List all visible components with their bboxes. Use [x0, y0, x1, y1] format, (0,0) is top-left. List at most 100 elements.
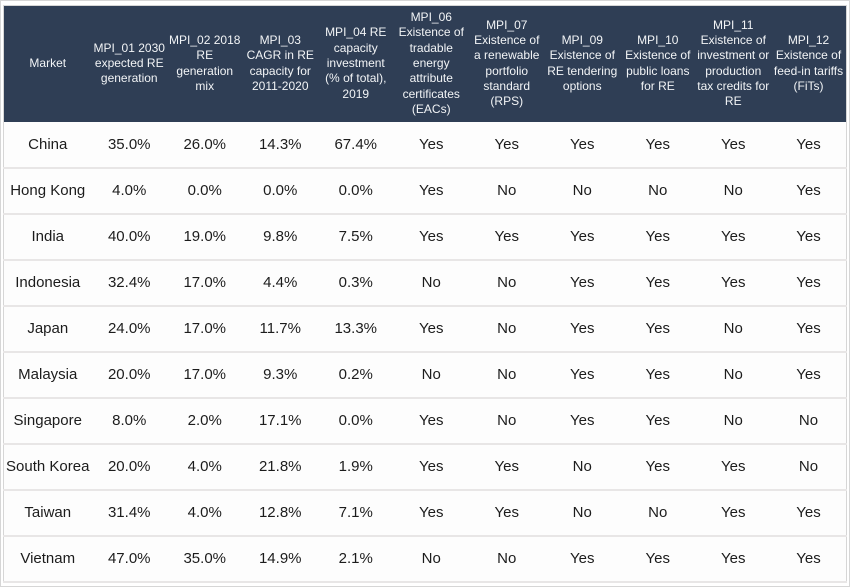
value-cell: 67.4% — [318, 121, 394, 169]
value-cell: No — [544, 167, 620, 215]
value-cell: 2.0% — [167, 397, 243, 445]
value-cell: No — [469, 351, 545, 399]
value-cell: Yes — [771, 213, 847, 261]
market-cell: China — [3, 121, 92, 169]
value-cell: 14.9% — [242, 535, 318, 584]
value-cell: 7.5% — [318, 213, 394, 261]
value-cell: Yes — [695, 443, 771, 491]
value-cell: Yes — [393, 305, 469, 353]
value-cell: Yes — [620, 397, 696, 445]
value-cell: 26.0% — [167, 121, 243, 169]
value-cell: 17.0% — [167, 305, 243, 353]
value-cell: 32.4% — [91, 259, 167, 307]
value-cell: 20.0% — [91, 351, 167, 399]
table-row: Japan 24.0% 17.0% 11.7% 13.3% Yes No Yes Yes No Ye… — [3, 305, 847, 353]
value-cell: Yes — [393, 167, 469, 215]
value-cell: Yes — [620, 351, 696, 399]
value-cell: 0.0% — [318, 167, 394, 215]
value-cell: No — [544, 489, 620, 537]
column-header-mpi_03: MPI_03 CAGR in RE capacity for 2011-2020 — [242, 5, 318, 122]
value-cell: No — [620, 167, 696, 215]
value-cell: 47.0% — [91, 535, 167, 584]
value-cell: Yes — [469, 443, 545, 491]
value-cell: No — [393, 351, 469, 399]
mpi-table: Market MPI_01 2030 expected RE generation… — [3, 5, 847, 584]
value-cell: 4.0% — [167, 443, 243, 491]
value-cell: 12.8% — [242, 489, 318, 537]
value-cell: Yes — [544, 259, 620, 307]
value-cell: Yes — [771, 121, 847, 169]
value-cell: 35.0% — [167, 535, 243, 584]
value-cell: Yes — [771, 167, 847, 215]
value-cell: Yes — [393, 443, 469, 491]
value-cell: 20.0% — [91, 443, 167, 491]
table-row: Indonesia 32.4% 17.0% 4.4% 0.3% No No Yes Yes Yes… — [3, 259, 847, 307]
value-cell: Yes — [544, 351, 620, 399]
value-cell: No — [620, 489, 696, 537]
market-cell: Taiwan — [3, 489, 92, 537]
value-cell: 17.0% — [167, 259, 243, 307]
value-cell: No — [393, 535, 469, 584]
value-cell: Yes — [771, 305, 847, 353]
value-cell: 0.0% — [167, 167, 243, 215]
value-cell: 8.0% — [91, 397, 167, 445]
value-cell: Yes — [620, 213, 696, 261]
value-cell: Yes — [620, 259, 696, 307]
value-cell: Yes — [469, 213, 545, 261]
value-cell: Yes — [695, 535, 771, 584]
market-cell: India — [3, 213, 92, 261]
value-cell: Yes — [469, 121, 545, 169]
table-row: South Korea 20.0% 4.0% 21.8% 1.9% Yes Yes No Yes… — [3, 443, 847, 491]
value-cell: No — [695, 305, 771, 353]
column-header-mpi_01: MPI_01 2030 expected RE generation — [91, 5, 167, 122]
column-header-mpi_02: MPI_02 2018 RE generation mix — [167, 5, 243, 122]
column-header-mpi_12: MPI_12 Existence of feed-in tariffs (FiT… — [771, 5, 847, 122]
value-cell: Yes — [620, 121, 696, 169]
value-cell: Yes — [695, 121, 771, 169]
market-cell: Singapore — [3, 397, 92, 445]
value-cell: Yes — [544, 213, 620, 261]
value-cell: Yes — [771, 489, 847, 537]
column-header-market: Market — [3, 5, 92, 122]
value-cell: Yes — [544, 535, 620, 584]
table-row: China 35.0% 26.0% 14.3% 67.4% Yes Yes Yes Yes Yes… — [3, 121, 847, 169]
value-cell: 21.8% — [242, 443, 318, 491]
value-cell: Yes — [771, 351, 847, 399]
value-cell: Yes — [544, 121, 620, 169]
value-cell: Yes — [620, 305, 696, 353]
column-header-mpi_11: MPI_11 Existence of investment or produc… — [695, 5, 771, 122]
table-row: Singapore 8.0% 2.0% 17.1% 0.0% Yes No Yes Yes No N… — [3, 397, 847, 445]
column-header-mpi_09: MPI_09 Existence of RE tendering options — [544, 5, 620, 122]
value-cell: Yes — [620, 443, 696, 491]
value-cell: 11.7% — [242, 305, 318, 353]
column-header-mpi_06: MPI_06 Existence of tradable energy attr… — [393, 5, 469, 122]
market-cell: Vietnam — [3, 535, 92, 584]
value-cell: 24.0% — [91, 305, 167, 353]
value-cell: 0.0% — [318, 397, 394, 445]
market-cell: Hong Kong — [3, 167, 92, 215]
value-cell: No — [544, 443, 620, 491]
header-row: Market MPI_01 2030 expected RE generation… — [3, 5, 847, 122]
column-header-mpi_07: MPI_07 Existence of a renewable portfoli… — [469, 5, 545, 122]
value-cell: No — [771, 443, 847, 491]
value-cell: 0.3% — [318, 259, 394, 307]
value-cell: 0.2% — [318, 351, 394, 399]
value-cell: 17.1% — [242, 397, 318, 445]
table-row: India 40.0% 19.0% 9.8% 7.5% Yes Yes Yes Yes Yes Ye… — [3, 213, 847, 261]
value-cell: Yes — [695, 489, 771, 537]
value-cell: No — [695, 351, 771, 399]
value-cell: 0.0% — [242, 167, 318, 215]
value-cell: No — [695, 167, 771, 215]
value-cell: 40.0% — [91, 213, 167, 261]
value-cell: Yes — [771, 535, 847, 584]
value-cell: Yes — [695, 213, 771, 261]
value-cell: 14.3% — [242, 121, 318, 169]
value-cell: 9.8% — [242, 213, 318, 261]
market-cell: South Korea — [3, 443, 92, 491]
table-row: Taiwan 31.4% 4.0% 12.8% 7.1% Yes Yes No No Yes Yes — [3, 489, 847, 537]
value-cell: 9.3% — [242, 351, 318, 399]
table-header: Market MPI_01 2030 expected RE generation… — [3, 5, 847, 122]
value-cell: No — [469, 305, 545, 353]
value-cell: Yes — [620, 535, 696, 584]
value-cell: 2.1% — [318, 535, 394, 584]
